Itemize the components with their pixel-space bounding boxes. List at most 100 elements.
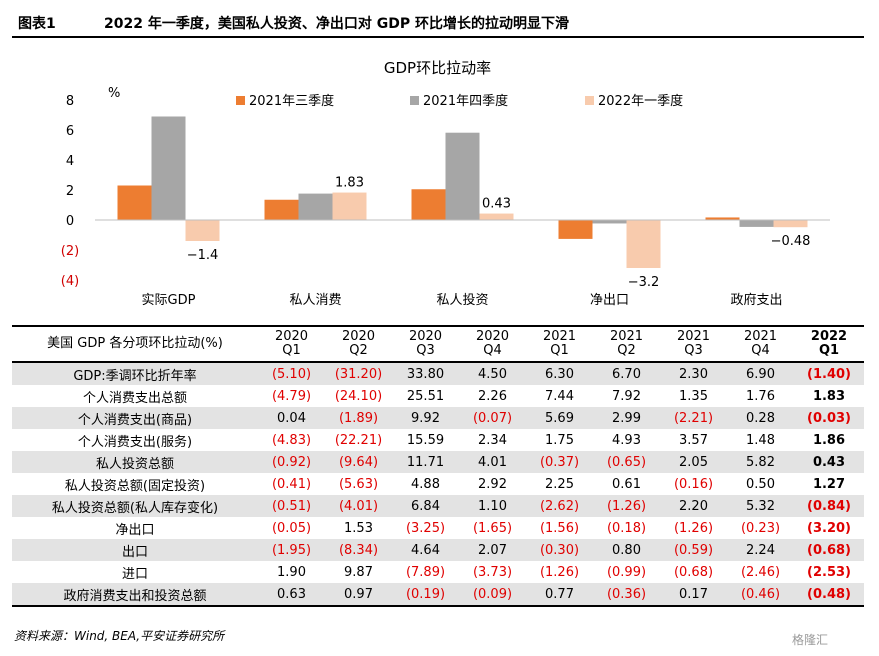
row-label: 私人投资总额(固定投资)	[64, 478, 206, 494]
table-row: 个人消费支出总额 (4.79) (24.10) 25.51 2.26 7.44 7.92 1.…	[12, 385, 864, 407]
table-row: 出口 (1.95) (8.34) 4.64 2.07 (0.30) 0.80 (0.59) 2.…	[12, 539, 864, 561]
y-tick-label: 4	[66, 154, 74, 169]
table-cell: 1.90	[277, 564, 306, 580]
table-cell: 2.25	[545, 476, 574, 492]
data-label: −3.2	[628, 275, 660, 290]
table-cell: 6.84	[392, 495, 459, 517]
table-cell: (0.09)	[459, 583, 526, 606]
column-year: 2020	[408, 329, 443, 344]
table-cell: (7.89)	[405, 564, 446, 580]
column-year: 2020	[274, 329, 309, 344]
table-body: GDP:季调环比折年率 (5.10) (31.20) 33.80 4.50 6.30 6.7…	[12, 362, 864, 606]
table-cell: 6.90	[727, 362, 794, 385]
row-label: 出口	[12, 539, 258, 561]
gdp-component-table: 美国 GDP 各分项环比拉动(%) 2020 Q1 2020 Q2 2020 Q3 2020 Q…	[12, 325, 864, 607]
table-cell: 2.20	[660, 495, 727, 517]
table-row: 私人投资总额 (0.92) (9.64) 11.71 4.01 (0.37) (0.65) 2…	[12, 451, 864, 473]
table-cell: 9.92	[392, 407, 459, 429]
table-cell: 5.32	[727, 495, 794, 517]
bar-3	[185, 220, 220, 241]
column-year: 2020	[475, 329, 510, 344]
x-category-label: 私人消费	[289, 293, 341, 308]
table-cell: (1.89)	[325, 407, 392, 429]
table-cell: 0.97	[325, 583, 392, 606]
table-cell: (0.16)	[673, 476, 714, 492]
table-cell: 1.76	[746, 388, 775, 404]
x-category-label: 私人投资	[436, 292, 488, 308]
figure-title: 2022 年一季度，美国私人投资、净出口对 GDP 环比增长的拉动明显下滑	[104, 16, 569, 32]
table-column-header: 2020 Q4	[459, 326, 526, 362]
table-row: 进口 1.90 9.87 (7.89) (3.73) (1.26) (0.99) (0.68)…	[12, 561, 864, 583]
y-tick-label: 2	[66, 184, 74, 199]
table-cell: (0.19)	[392, 583, 459, 606]
table-row: 净出口 (0.05) 1.53 (3.25) (1.65) (1.56) (0.18) (1.…	[12, 517, 864, 539]
table-cell: (0.05)	[271, 520, 312, 536]
column-quarter: Q3	[684, 343, 703, 358]
column-quarter: Q4	[751, 343, 770, 358]
table-cell: (0.36)	[593, 583, 660, 606]
table-row: 私人投资总额(固定投资) (0.41) (5.63) 4.88 2.92 2.25 0.61…	[12, 473, 864, 495]
table-cell: 2.05	[660, 451, 727, 473]
table-cell: 25.51	[406, 388, 445, 404]
table-cell: 2.34	[478, 432, 507, 448]
table-cell: (3.20)	[807, 520, 851, 536]
table-cell: 0.77	[526, 583, 593, 606]
legend-swatch	[585, 96, 594, 105]
watermark-logo: 格隆汇	[792, 633, 829, 647]
table-cell: 1.10	[459, 495, 526, 517]
table-cell: 4.93	[612, 432, 641, 448]
table-cell: 2.92	[478, 476, 507, 492]
table-cell: (0.92)	[258, 451, 325, 473]
table-cell: 5.69	[526, 407, 593, 429]
table-row: 个人消费支出(服务) (4.83) (22.21) 15.59 2.34 1.75 4.93…	[12, 429, 864, 451]
data-label: −0.48	[771, 234, 811, 249]
table-cell: (3.73)	[472, 564, 513, 580]
table-row: 私人投资总额(私人库存变化) (0.51) (4.01) 6.84 1.10 (2.62)…	[12, 495, 864, 517]
table-cell: (1.26)	[539, 564, 580, 580]
row-label: 政府消费支出和投资总额	[12, 583, 258, 606]
row-label: 私人投资总额	[12, 451, 258, 473]
table-cell: (0.84)	[794, 495, 864, 517]
column-quarter: Q1	[282, 343, 301, 358]
data-label: 1.83	[335, 176, 364, 191]
table-row: GDP:季调环比折年率 (5.10) (31.20) 33.80 4.50 6.30 6.7…	[12, 362, 864, 385]
column-year: 2021	[743, 329, 778, 344]
table-cell: 0.43	[794, 451, 864, 473]
bar-1	[411, 189, 446, 220]
table-cell: (0.46)	[727, 583, 794, 606]
table-cell: (0.51)	[258, 495, 325, 517]
table-cell: (0.68)	[673, 564, 714, 580]
row-label: 私人投资总额(私人库存变化)	[12, 495, 258, 517]
table-cell: (1.26)	[673, 520, 714, 536]
bar-2	[445, 132, 480, 220]
table-cell: (0.48)	[794, 583, 864, 606]
table-cell: 4.64	[392, 539, 459, 561]
table-cell: 2.24	[727, 539, 794, 561]
table-cell: 7.92	[612, 388, 641, 404]
bar-3	[626, 220, 661, 268]
table-cell: (1.40)	[794, 362, 864, 385]
table-cell: 1.27	[812, 476, 846, 492]
legend-label: 2021年四季度	[423, 93, 508, 109]
table-cell: 15.59	[406, 432, 445, 448]
row-label: GDP:季调环比折年率	[12, 362, 258, 385]
table-cell: (2.46)	[740, 564, 781, 580]
bar-3	[773, 220, 808, 228]
table-cell: 0.80	[593, 539, 660, 561]
table-cell: 2.99	[593, 407, 660, 429]
table-cell: (0.30)	[526, 539, 593, 561]
legend-label: 2022年一季度	[598, 93, 683, 109]
row-label: 个人消费支出(商品)	[12, 407, 258, 429]
column-year: 2020	[341, 329, 376, 344]
gdp-contribution-chart: GDP环比拉动率 8 6 4 2 0 (2) (4)% 实际GDP 私人消费 私人投资 净出口 政府支出…	[61, 59, 830, 308]
table-cell: 6.30	[526, 362, 593, 385]
y-tick-label: (2)	[61, 244, 79, 259]
row-label: 净出口	[115, 522, 155, 538]
table-cell: (5.63)	[338, 476, 379, 492]
table-cell: 1.35	[679, 388, 708, 404]
table-column-header: 2020 Q2	[325, 326, 392, 362]
table-cell: (1.56)	[539, 520, 580, 536]
table-cell: (0.23)	[740, 520, 781, 536]
table-cell: (31.20)	[325, 362, 392, 385]
table-cell: 0.63	[258, 583, 325, 606]
